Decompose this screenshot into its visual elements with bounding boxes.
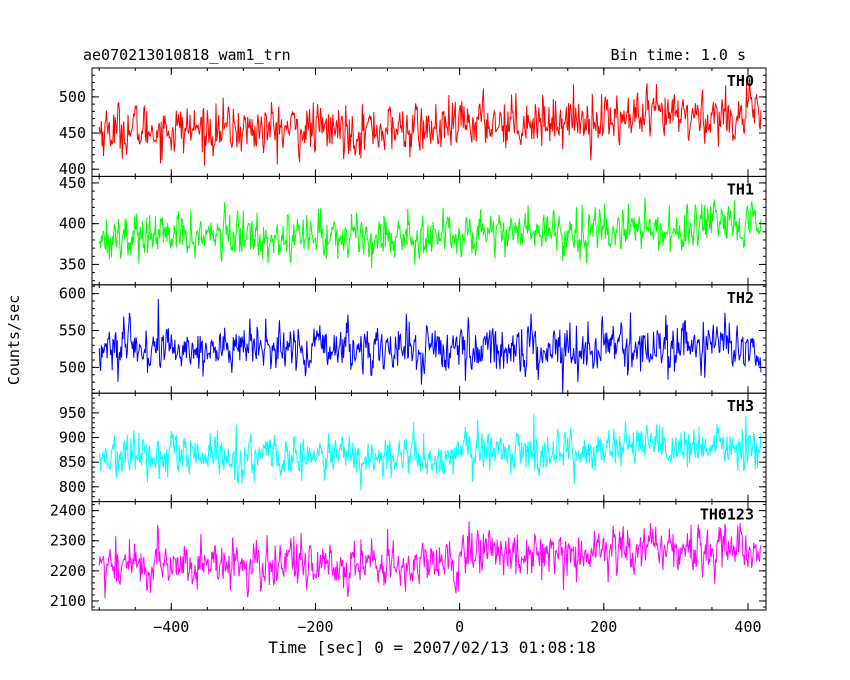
y-tick-label: 2200 bbox=[50, 562, 86, 580]
series-line-th3 bbox=[98, 413, 762, 491]
x-tick-label: 0 bbox=[455, 618, 464, 636]
series-line-th0 bbox=[98, 77, 762, 166]
y-tick-label: 350 bbox=[59, 255, 86, 273]
x-axis-label: Time [sec] 0 = 2007/02/13 01:08:18 bbox=[268, 638, 596, 657]
series-line-th1 bbox=[98, 197, 762, 269]
y-axis-label: Counts/sec bbox=[5, 294, 23, 386]
y-tick-label: 500 bbox=[59, 358, 86, 376]
series-line-th2 bbox=[98, 299, 762, 393]
y-tick-label: 850 bbox=[59, 453, 86, 471]
panel-frame bbox=[91, 501, 767, 611]
panel-label-th3: TH3 bbox=[727, 397, 754, 415]
x-tick-label: 200 bbox=[590, 618, 617, 636]
y-tick-label: 900 bbox=[59, 429, 86, 447]
panel-label-th0123: TH0123 bbox=[700, 506, 754, 524]
panel-th1: 350 400 450 TH1 bbox=[59, 174, 767, 286]
panel-th2: 500 550 600 TH2 bbox=[59, 284, 767, 394]
y-tick-label: 500 bbox=[59, 88, 86, 106]
y-tick-label: 2400 bbox=[50, 502, 86, 520]
y-tick-label: 400 bbox=[59, 215, 86, 233]
y-tick-label: 450 bbox=[59, 174, 86, 192]
chart-title: ae070213010818_wam1_trn bbox=[83, 46, 291, 64]
y-tick-label: 800 bbox=[59, 478, 86, 496]
bin-time-label: Bin time: 1.0 s bbox=[610, 46, 746, 64]
y-tick-label: 600 bbox=[59, 285, 86, 303]
panel-label-th1: TH1 bbox=[727, 180, 754, 198]
y-tick-label: 450 bbox=[59, 124, 86, 142]
y-tick-label: 2100 bbox=[50, 592, 86, 610]
panel-th3: 800 850 900 950 TH3 bbox=[59, 392, 767, 503]
y-tick-label: 950 bbox=[59, 404, 86, 422]
x-tick-label: −200 bbox=[297, 618, 333, 636]
panel-label-th0: TH0 bbox=[727, 72, 754, 90]
x-tick-label: −400 bbox=[153, 618, 189, 636]
y-tick-label: 550 bbox=[59, 322, 86, 340]
y-tick-label: 400 bbox=[59, 160, 86, 178]
y-tick-label: 2300 bbox=[50, 532, 86, 550]
panel-th0: 400 450 500 TH0 bbox=[59, 67, 767, 178]
panel-th0123: 2100 2200 2300 2400 TH0123 bbox=[50, 501, 767, 611]
panel-frame bbox=[91, 175, 767, 286]
x-tick-label: 400 bbox=[734, 618, 761, 636]
panel-label-th2: TH2 bbox=[727, 289, 754, 307]
series-line-th0123 bbox=[98, 521, 762, 598]
